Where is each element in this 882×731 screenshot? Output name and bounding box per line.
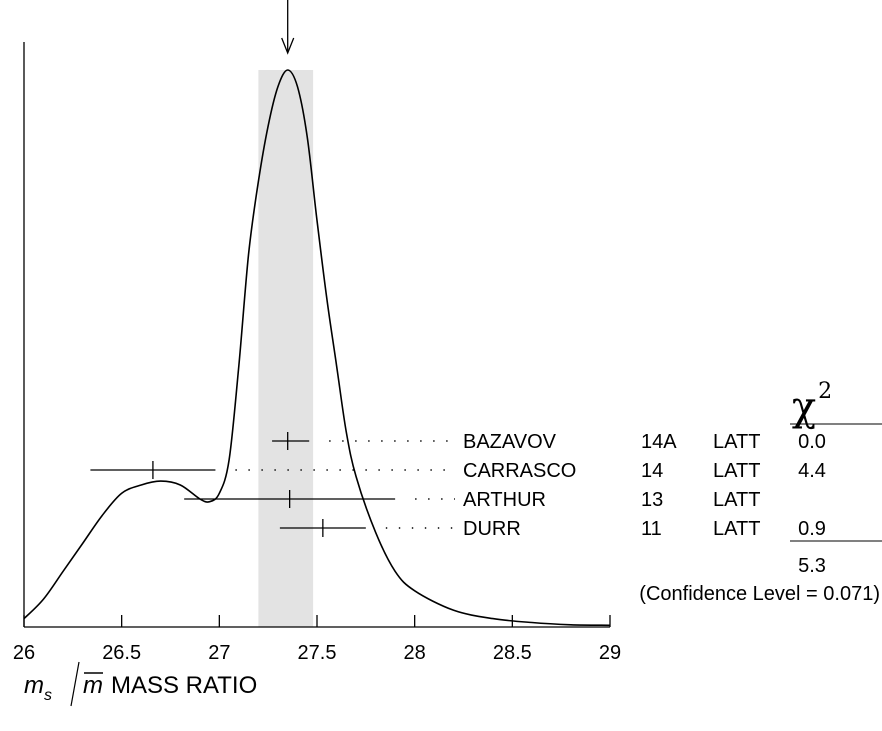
x-tick-label: 26 [13, 642, 35, 664]
row-year: 14 [641, 460, 663, 482]
row-author: DURR [463, 518, 521, 540]
row-chi2: 0.0 [798, 431, 826, 453]
row-year: 13 [641, 489, 663, 511]
measurement-rows: BAZAVOV 14A LATT 0.0 CARRASCO 14 LATT 4.4 ARTHUR… [463, 431, 826, 540]
xlabel-text: MASS RATIO [111, 672, 257, 699]
row-author: CARRASCO [463, 460, 576, 482]
xlabel-numerator: m [24, 672, 44, 699]
row-year: 14A [641, 431, 677, 453]
svg-text:ms: ms [24, 672, 52, 704]
average-arrow-icon [281, 0, 295, 55]
row-year: 11 [641, 518, 662, 540]
chi2-total: 5.3 [798, 555, 826, 577]
x-tick-label: 27 [208, 642, 230, 664]
row-technique: LATT [713, 460, 760, 482]
x-tick-label: 29 [599, 642, 621, 664]
x-axis-label: ms m MASS RATIO [24, 661, 257, 707]
row-chi2: 0.9 [798, 518, 826, 540]
measurements [90, 432, 455, 537]
row-chi2: 4.4 [798, 460, 826, 482]
ideogram-curve [23, 69, 611, 627]
row-technique: LATT [713, 431, 760, 453]
row-author: BAZAVOV [463, 431, 557, 453]
average-band [258, 70, 314, 627]
x-tick-label: 26.5 [102, 642, 141, 664]
row-technique: LATT [713, 489, 760, 511]
xlabel-denominator: m [83, 672, 103, 699]
row-author: ARTHUR [463, 489, 546, 511]
confidence-level: (Confidence Level = 0.071) [639, 583, 880, 605]
x-tick-labels: 26 26.5 27 27.5 28 28.5 29 [13, 642, 621, 664]
x-tick-label: 28.5 [493, 642, 532, 664]
x-tick-label: 28 [404, 642, 426, 664]
x-ticks [23, 615, 611, 627]
xlabel-numerator-sub: s [44, 687, 52, 704]
x-tick-label: 27.5 [298, 642, 337, 664]
chi2-header: χ2 [792, 379, 832, 430]
row-technique: LATT [713, 518, 760, 540]
xlabel-slash [70, 661, 80, 707]
